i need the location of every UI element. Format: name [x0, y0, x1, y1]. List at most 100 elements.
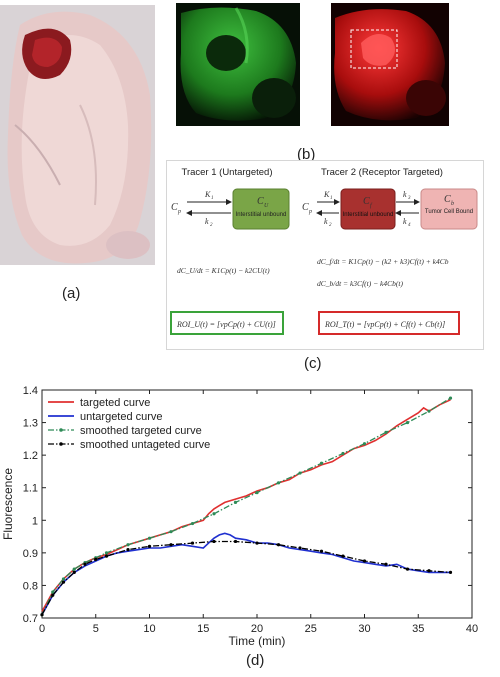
series-4-point [83, 562, 87, 566]
y-tick-label: 1.1 [23, 483, 38, 495]
equation-tracer2-bound: dC_b/dt = k3Cf(t) − k4Cb(t) [317, 279, 403, 288]
series-4-point [104, 554, 109, 558]
tracer2-k3: k [403, 190, 407, 199]
mouse-photo [0, 5, 155, 265]
tracer2-free-text: Interstitial unbound [343, 212, 394, 218]
x-tick-label: 20 [251, 623, 263, 635]
series-4-point [255, 541, 259, 545]
tracer1-title: Tracer 1 (Untargeted) [182, 167, 273, 178]
y-tick-label: 1 [32, 515, 38, 527]
series-3-point [72, 567, 76, 571]
series-4-point [147, 544, 152, 548]
series-3-point [147, 536, 152, 540]
tracer1-compartment-box [232, 188, 290, 230]
x-tick-label: 15 [197, 623, 209, 635]
roi-targeted-equation: ROI_T(t) = [vpCp(t) + Cf(t) + Cb(t)] [324, 320, 445, 329]
panel-a-label: (a) [62, 285, 81, 302]
legend-label: untargeted curve [80, 411, 163, 423]
series-3-point [319, 461, 324, 465]
x-tick-label: 10 [143, 623, 155, 635]
series-4-point [126, 548, 130, 552]
tracer2-bound-text: Tumor Cell Bound [425, 209, 473, 215]
equation-tracer1: dC_U/dt = K1Cp(t) − k2CU(t) [177, 266, 270, 275]
tracer2-k1: K [323, 190, 330, 199]
y-tick-label: 0.9 [23, 548, 38, 560]
plot-area: 0 5 10 15 20 25 30 35 40 0.7 0.8 0.9 1 1.1 1.2 1.3 1.4 Ti… [1, 385, 478, 648]
series-4-point [341, 554, 345, 558]
tracer2-k1-sub: 1 [330, 196, 333, 201]
green-fluorescence-image [176, 3, 300, 126]
tracer1-k2: k [205, 217, 209, 226]
panel-d-label: (d) [246, 652, 265, 669]
series-4-point [212, 539, 216, 544]
series-4-point [40, 613, 44, 617]
y-tick-label: 1.4 [23, 385, 38, 397]
tracer2-free-compartment-box [340, 188, 396, 230]
tracer2-k4-sub: 4 [408, 223, 411, 228]
tracer1-input-sub: p [177, 209, 181, 215]
tracer1-input-symbol: C [171, 202, 178, 213]
tracer2-input-symbol: C [302, 202, 309, 213]
series-3-point [104, 551, 109, 555]
roi-dashed-box [350, 29, 398, 69]
series-4-point [298, 546, 302, 550]
series-3-point [276, 481, 281, 485]
tracer1-k2-sub: 2 [210, 223, 213, 228]
legend-marker [59, 428, 63, 432]
tracer1-k1-sub: 1 [211, 196, 214, 201]
series-4-point [319, 549, 324, 553]
roi-untargeted-box [170, 311, 284, 335]
x-tick-label: 25 [305, 623, 317, 635]
y-axis-label: Fluorescence [1, 468, 15, 540]
series-3-point [233, 500, 238, 504]
series-3-point [126, 543, 130, 547]
series-3-point [362, 442, 367, 446]
series-3-point [448, 396, 453, 400]
x-tick-label: 40 [466, 623, 478, 635]
x-tick-label: 35 [412, 623, 424, 635]
plot-frame [41, 389, 473, 619]
series-4-point [51, 593, 55, 597]
series-4-point [190, 541, 195, 545]
tracer2-k2: k [324, 217, 328, 226]
series-3-point [169, 530, 173, 534]
tracer2-k2-sub: 2 [329, 223, 332, 228]
series-line-1 [41, 399, 451, 612]
fluorescence-line-chart: 0 5 10 15 20 25 30 35 40 0.7 0.8 0.9 1 1.1 1.2 1.3 1.4 Ti… [1, 385, 478, 648]
x-tick-label: 5 [93, 623, 99, 635]
series-3-point [255, 491, 259, 495]
series-3-point [341, 451, 345, 456]
series-3-point [298, 471, 302, 475]
tracer2-bound-sub: b [451, 201, 454, 207]
series-4-point [169, 543, 173, 547]
tracer2-bound-symbol: C [444, 194, 451, 205]
series-4-point [405, 567, 410, 571]
tracer1-box-sub: U [264, 203, 269, 209]
tracer2-bound-compartment-box [420, 188, 478, 230]
y-tick-label: 1.3 [23, 418, 38, 430]
series-3-point [61, 577, 66, 581]
series-4-point [72, 570, 76, 574]
series-4-point [94, 557, 98, 561]
tracer1-box-symbol: C [257, 196, 264, 207]
series-3-point [212, 512, 216, 516]
series-4-point [448, 570, 453, 574]
series-4-point [362, 559, 367, 563]
legend-label: targeted curve [80, 397, 150, 409]
tracer2-free-sub: f [370, 202, 373, 209]
series-4-point [61, 580, 66, 584]
series-3-point [405, 420, 410, 425]
series-3-point [384, 430, 388, 434]
series-3-point [190, 521, 195, 526]
tracer1-box-text: Interstitial unbound [236, 212, 287, 218]
x-tick-label: 0 [39, 623, 45, 635]
y-tick-label: 1.2 [23, 450, 38, 462]
series-4-point [384, 562, 388, 566]
series-4-point [427, 569, 431, 573]
series-3-point [427, 409, 431, 413]
red-fluorescence-image [331, 3, 449, 126]
tracer2-k3-sub: 3 [408, 196, 411, 201]
tracer2-free-symbol: C [363, 196, 370, 207]
panel-b-label: (b) [297, 146, 316, 163]
roi-untargeted-equation: ROI_U(t) = [vpCp(t) + CU(t)] [176, 320, 276, 329]
